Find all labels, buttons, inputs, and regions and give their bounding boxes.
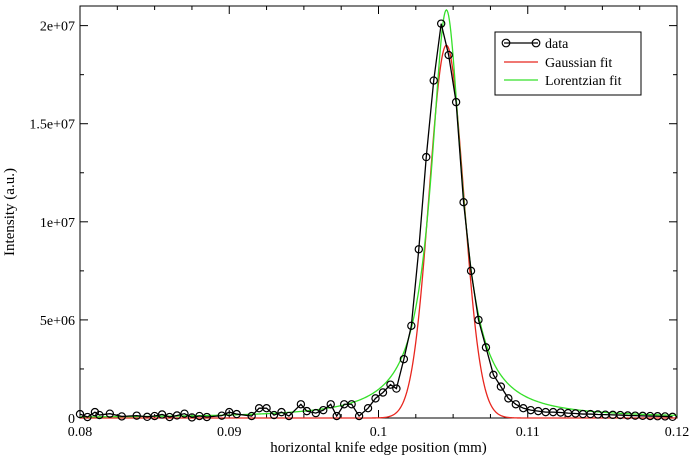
data-point-marker <box>436 19 446 28</box>
data-point-marker <box>354 411 364 421</box>
y-axis-ticks: 0 5e+06 1e+07 1.5e+07 2e+07 <box>29 20 677 427</box>
data-point-marker <box>668 412 677 422</box>
x-tick-label: 0.11 <box>516 425 540 440</box>
plot-area <box>75 9 678 422</box>
data-point-marker <box>519 403 528 413</box>
y-tick-label: 2e+07 <box>40 20 75 35</box>
data-point-marker <box>504 394 513 403</box>
legend-gaussian-label: Gaussian fit <box>545 56 612 71</box>
data-point-marker <box>296 400 306 409</box>
data-point-marker <box>326 400 335 409</box>
data-point-marker <box>117 412 126 421</box>
y-tick-label: 1e+07 <box>40 216 75 231</box>
x-axis-label: horizontal knife edge position (mm) <box>270 440 487 456</box>
data-point-marker <box>371 394 380 403</box>
data-point-marker <box>247 411 256 421</box>
y-axis-label: Intensity (a.u.) <box>2 168 18 256</box>
y-tick-label: 1.5e+07 <box>29 118 75 133</box>
data-point-marker <box>399 354 409 364</box>
data-point-marker <box>172 411 182 420</box>
data-point-marker <box>481 343 491 352</box>
data-point-marker <box>378 388 388 397</box>
data-point-marker <box>269 410 279 420</box>
legend-data-marker-right <box>531 38 541 48</box>
data-point-marker <box>496 382 506 391</box>
data-point-marker <box>232 409 241 419</box>
data-point-marker <box>414 245 423 254</box>
legend-lorentzian-label: Lorentzian fit <box>545 74 622 89</box>
data-point-marker <box>407 321 416 330</box>
x-tick-label: 0.1 <box>370 425 388 440</box>
data-point-marker <box>180 409 189 418</box>
data-point-marker <box>75 409 85 419</box>
data-point-marker <box>302 406 312 416</box>
data-point-marker <box>511 400 521 409</box>
data-point-marker <box>284 411 294 421</box>
y-tick-label: 0 <box>68 412 75 427</box>
data-point-marker <box>132 411 141 420</box>
data-point-marker <box>466 266 476 276</box>
legend-data-label: data <box>545 37 569 52</box>
data-point-marker <box>311 408 321 418</box>
x-tick-label: 0.09 <box>217 425 242 440</box>
x-tick-label: 0.12 <box>665 425 690 440</box>
data-point-marker <box>363 403 373 413</box>
data-point-marker <box>202 412 212 422</box>
y-tick-label: 5e+06 <box>40 314 75 329</box>
data-point-marker <box>277 407 286 417</box>
data-point-marker <box>444 50 453 60</box>
data-point-marker <box>157 410 167 419</box>
data-point-marker <box>217 411 226 420</box>
legend-data-marker-left <box>501 38 511 48</box>
data-point-marker <box>429 76 438 85</box>
data-point-marker <box>386 380 395 389</box>
data-point-marker <box>83 412 92 422</box>
data-point-marker <box>319 405 328 415</box>
data-point-marker <box>459 197 468 207</box>
data-point-marker <box>262 403 271 413</box>
data-point-marker <box>392 384 401 393</box>
data-point-marker <box>347 400 356 409</box>
data-point-marker <box>451 97 461 107</box>
data-point-marker <box>422 152 431 162</box>
data-point-marker <box>474 315 483 325</box>
data-point-marker <box>95 410 104 420</box>
data-point-marker <box>332 411 341 421</box>
data-point-marker <box>489 370 498 380</box>
legend: data Gaussian fit Lorentzian fit <box>494 31 642 96</box>
x-axis-ticks: 0.08 0.09 0.1 0.11 0.12 <box>68 6 690 440</box>
data-point-marker <box>105 409 115 418</box>
data-point-marker <box>225 407 234 417</box>
x-tick-label: 0.08 <box>68 425 93 440</box>
